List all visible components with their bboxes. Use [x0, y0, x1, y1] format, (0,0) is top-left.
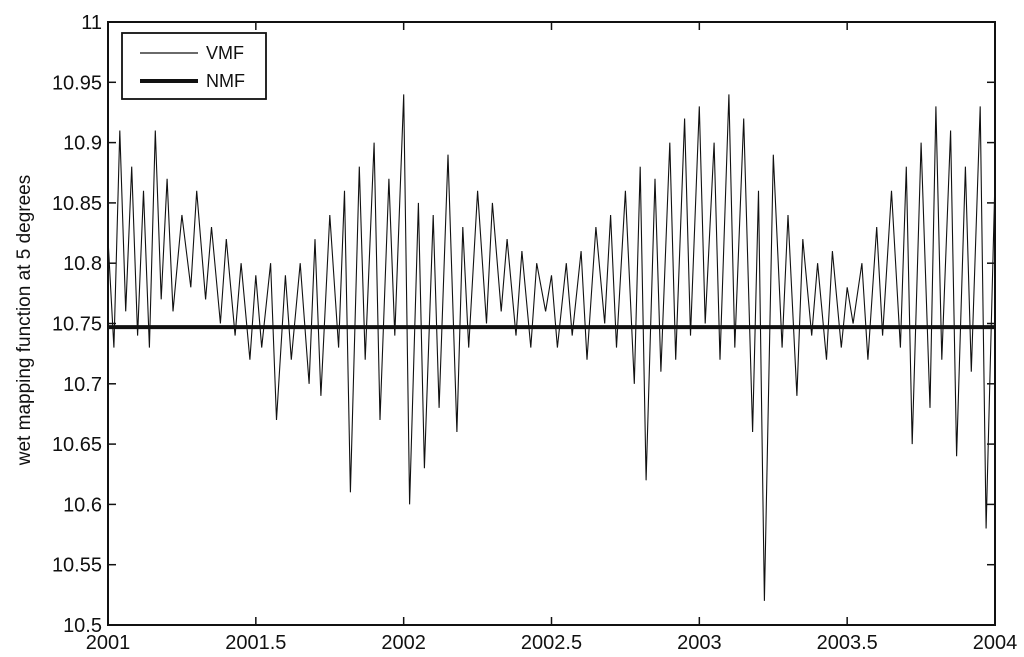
legend-label-nmf: NMF [206, 71, 245, 91]
y-axis-label: wet mapping function at 5 degrees [14, 175, 35, 466]
y-tick-label: 10.65 [52, 434, 102, 456]
y-tick-label: 11 [81, 12, 102, 34]
x-tick-label: 2002 [381, 632, 426, 654]
y-tick-label: 10.55 [52, 555, 102, 577]
y-tick-label: 10.7 [63, 374, 102, 396]
y-tick-label: 10.8 [63, 253, 102, 275]
x-tick-label: 2004 [973, 632, 1018, 654]
x-tick-label: 2003.5 [817, 632, 878, 654]
x-tick-label: 2002.5 [521, 632, 582, 654]
series-line-vmf [107, 94, 996, 601]
x-tick-label: 2001 [86, 632, 131, 654]
x-tick-label: 2003 [677, 632, 722, 654]
y-tick-label: 10.75 [52, 314, 102, 336]
y-tick-label: 10.5 [63, 615, 102, 637]
axis-ticks: 2001 2001.5 2002 2002.5 2003 2003.5 2004 10.5 10… [52, 12, 1017, 654]
legend: VMF NMF [121, 32, 267, 100]
y-tick-label: 10.6 [63, 494, 102, 516]
y-tick-label: 10.95 [52, 72, 102, 94]
y-tick-label: 10.85 [52, 193, 102, 215]
plot-area-frame [107, 21, 996, 626]
y-tick-label: 10.9 [63, 133, 102, 155]
x-tick-label: 2001.5 [225, 632, 286, 654]
series-layer [107, 94, 996, 601]
legend-box [121, 32, 267, 100]
legend-label-vmf: VMF [206, 43, 244, 63]
